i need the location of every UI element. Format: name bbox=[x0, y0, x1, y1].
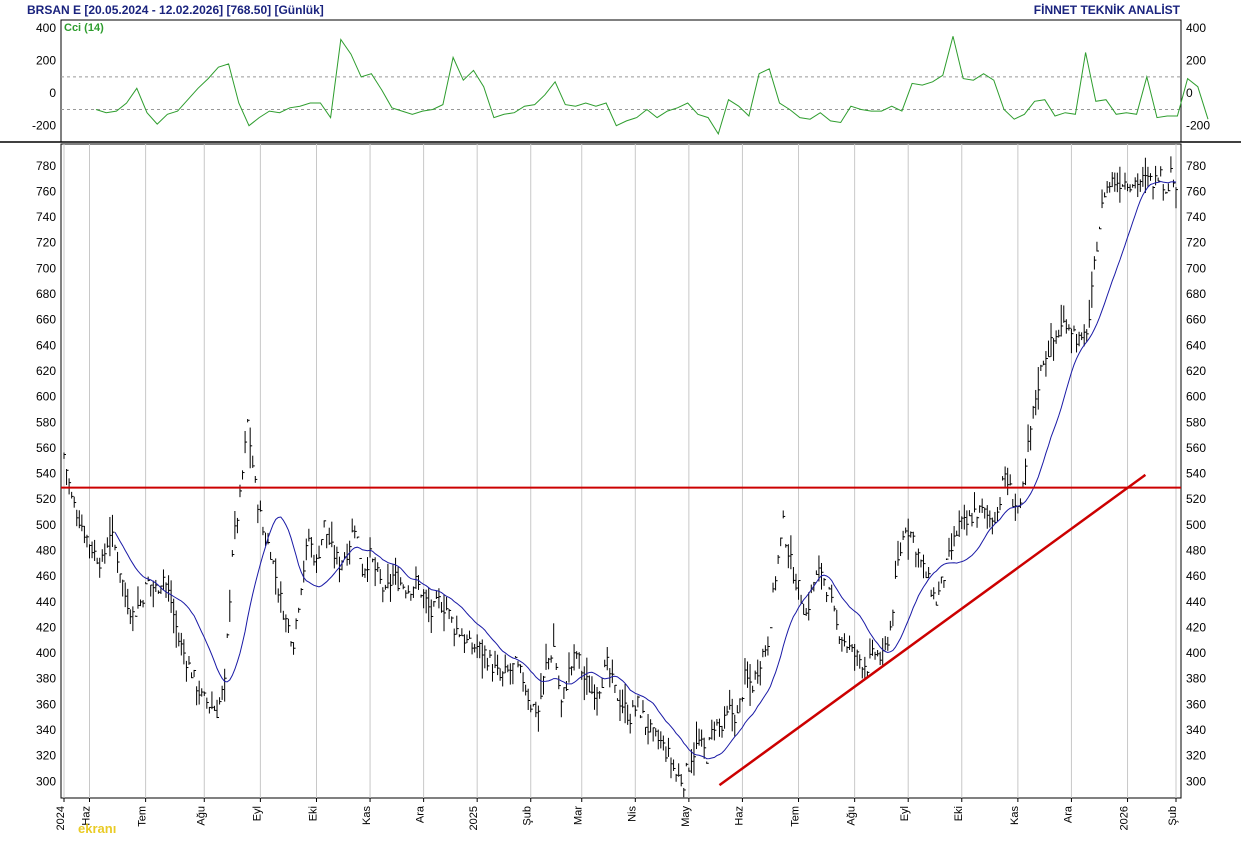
price-tick-left-13: 560 bbox=[36, 441, 56, 455]
cci-tick-right-3: -200 bbox=[1186, 119, 1210, 133]
price-tick-left-1: 320 bbox=[36, 749, 56, 763]
price-tick-left-23: 760 bbox=[36, 184, 56, 198]
price-tick-right-2: 340 bbox=[1186, 723, 1206, 737]
cci-series bbox=[95, 36, 1209, 136]
price-tick-left-24: 780 bbox=[36, 159, 56, 173]
x-tick-label-20: 2026 bbox=[1119, 806, 1131, 830]
price-tick-right-14: 580 bbox=[1186, 415, 1206, 429]
x-tick-label-18: Kas bbox=[1009, 806, 1021, 825]
price-tick-right-6: 420 bbox=[1186, 620, 1206, 634]
price-tick-right-11: 520 bbox=[1186, 492, 1206, 506]
x-tick-label-7: Ara bbox=[415, 805, 427, 823]
reference-lines bbox=[61, 473, 1181, 787]
x-tick-label-2: Tem bbox=[137, 806, 149, 827]
price-tick-left-5: 400 bbox=[36, 646, 56, 660]
price-tick-right-0: 300 bbox=[1186, 774, 1206, 788]
moving-average bbox=[114, 180, 1177, 760]
x-tick-label-12: May bbox=[680, 806, 692, 827]
price-tick-left-3: 360 bbox=[36, 697, 56, 711]
x-tick-label-8: 2025 bbox=[468, 806, 480, 830]
price-bars bbox=[63, 156, 1178, 798]
price-grid bbox=[63, 144, 1177, 798]
cci-tick-left-3: -200 bbox=[32, 119, 56, 133]
price-tick-left-20: 700 bbox=[36, 261, 56, 275]
watermark: ekranı bbox=[78, 821, 116, 836]
price-tick-left-17: 640 bbox=[36, 338, 56, 352]
price-tick-right-13: 560 bbox=[1186, 441, 1206, 455]
x-tick-label-9: Şub bbox=[522, 806, 534, 826]
symbol-info: BRSAN E [20.05.2024 - 12.02.2026] [768.5… bbox=[27, 3, 324, 17]
x-tick-label-4: Eyl bbox=[251, 806, 263, 821]
price-tick-right-18: 660 bbox=[1186, 313, 1206, 327]
price-tick-right-21: 720 bbox=[1186, 236, 1206, 250]
price-tick-right-12: 540 bbox=[1186, 467, 1206, 481]
cci-tick-right-1: 200 bbox=[1186, 54, 1206, 68]
x-tick-label-19: Ara bbox=[1062, 805, 1074, 823]
x-tick-label-11: Nis bbox=[626, 806, 638, 822]
ma-line bbox=[114, 180, 1177, 760]
x-tick-label-3: Ağu bbox=[195, 806, 207, 826]
price-tick-left-8: 460 bbox=[36, 569, 56, 583]
x-tick-label-6: Kas bbox=[361, 806, 373, 825]
brand-label: FİNNET TEKNİK ANALİST bbox=[1034, 2, 1181, 17]
price-tick-left-10: 500 bbox=[36, 518, 56, 532]
price-tick-right-9: 480 bbox=[1186, 544, 1206, 558]
price-tick-left-19: 680 bbox=[36, 287, 56, 301]
price-tick-left-6: 420 bbox=[36, 620, 56, 634]
price-tick-right-5: 400 bbox=[1186, 646, 1206, 660]
price-tick-right-23: 760 bbox=[1186, 184, 1206, 198]
price-tick-left-9: 480 bbox=[36, 544, 56, 558]
price-tick-left-18: 660 bbox=[36, 313, 56, 327]
cci-y-axis: 400 400 200 200 0 0 -200 -200 bbox=[32, 21, 1210, 133]
price-tick-right-10: 500 bbox=[1186, 518, 1206, 532]
price-tick-right-1: 320 bbox=[1186, 749, 1206, 763]
price-tick-left-4: 380 bbox=[36, 672, 56, 686]
price-tick-right-8: 460 bbox=[1186, 569, 1206, 583]
price-tick-right-17: 640 bbox=[1186, 338, 1206, 352]
cci-line bbox=[95, 36, 1209, 136]
price-tick-right-22: 740 bbox=[1186, 210, 1206, 224]
cci-tick-left-0: 400 bbox=[36, 21, 56, 35]
price-tick-left-16: 620 bbox=[36, 364, 56, 378]
price-tick-left-22: 740 bbox=[36, 210, 56, 224]
x-axis: 2024 Haz Tem Ağu Eyl Eki Kas Ara 2025 Şub Mar Nis Ma… bbox=[55, 798, 1179, 830]
price-tick-right-7: 440 bbox=[1186, 595, 1206, 609]
x-tick-label-14: Tem bbox=[790, 806, 802, 827]
x-tick-label-21: Şub bbox=[1167, 806, 1179, 826]
price-y-axis: 300 300 320 320 340 340 360 360 380 380 400 400 420 4… bbox=[36, 159, 1206, 789]
price-tick-right-24: 780 bbox=[1186, 159, 1206, 173]
cci-grid bbox=[61, 76, 1181, 110]
cci-tick-right-2: 0 bbox=[1186, 86, 1193, 100]
cci-tick-left-1: 200 bbox=[36, 54, 56, 68]
price-tick-left-12: 540 bbox=[36, 467, 56, 481]
price-panel-frame bbox=[60, 143, 1182, 799]
price-tick-right-20: 700 bbox=[1186, 261, 1206, 275]
price-tick-right-4: 380 bbox=[1186, 672, 1206, 686]
price-tick-left-15: 600 bbox=[36, 390, 56, 404]
cci-tick-left-2: 0 bbox=[49, 86, 56, 100]
cci-legend: Cci (14) bbox=[64, 22, 104, 34]
x-tick-label-13: Haz bbox=[733, 806, 745, 826]
x-tick-label-10: Mar bbox=[573, 806, 585, 825]
x-tick-label-17: Eki bbox=[953, 806, 965, 821]
price-tick-right-15: 600 bbox=[1186, 390, 1206, 404]
price-tick-left-14: 580 bbox=[36, 415, 56, 429]
x-tick-label-5: Eki bbox=[307, 806, 319, 821]
x-tick-label-1: Haz bbox=[81, 806, 93, 826]
x-tick-label-16: Eyl bbox=[899, 806, 911, 821]
cci-tick-right-0: 400 bbox=[1186, 21, 1206, 35]
price-tick-left-11: 520 bbox=[36, 492, 56, 506]
price-tick-left-2: 340 bbox=[36, 723, 56, 737]
price-tick-right-19: 680 bbox=[1186, 287, 1206, 301]
price-tick-right-3: 360 bbox=[1186, 697, 1206, 711]
price-tick-left-21: 720 bbox=[36, 236, 56, 250]
x-tick-label-15: Ağu bbox=[846, 806, 858, 826]
price-tick-left-7: 440 bbox=[36, 595, 56, 609]
x-tick-label-0: 2024 bbox=[55, 806, 67, 830]
price-tick-left-0: 300 bbox=[36, 774, 56, 788]
price-tick-right-16: 620 bbox=[1186, 364, 1206, 378]
trend-line bbox=[718, 473, 1147, 787]
